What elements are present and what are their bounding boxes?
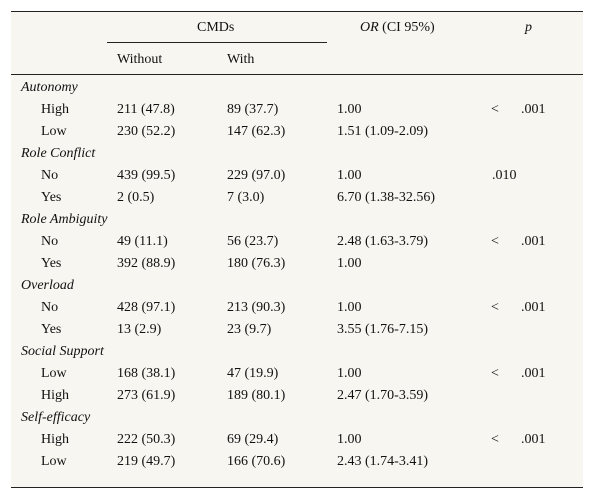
cell-with: 229 (97.0) (227, 168, 286, 183)
cell-or: 3.55 (1.76-7.15) (337, 322, 428, 337)
cell-without: 219 (49.7) (117, 454, 176, 469)
cell-without: 230 (52.2) (117, 124, 176, 139)
cell-p-value: .001 (521, 432, 546, 447)
cell-or: 1.00 (337, 102, 362, 117)
cell-p-value: .001 (521, 234, 546, 249)
cell-with: 69 (29.4) (227, 432, 279, 447)
row-label: No (41, 300, 59, 315)
cell-p-sign: < (491, 366, 499, 381)
cell-p-sign: < (491, 300, 499, 315)
cell-without: 211 (47.8) (117, 102, 175, 117)
row-label: No (41, 234, 59, 249)
cell-p-value: .010 (492, 168, 517, 183)
cell-with: 56 (23.7) (227, 234, 279, 249)
header-bottom-rule (11, 74, 583, 75)
cell-p-sign: < (491, 432, 499, 447)
row-label: No (41, 168, 59, 183)
header-p: p (525, 20, 532, 35)
cell-with: 7 (3.0) (227, 190, 265, 205)
cell-or: 1.00 (337, 300, 362, 315)
results-table: CMDs OR (CI 95%) p Without With Autonomy… (11, 11, 583, 488)
cell-or: 2.47 (1.70-3.59) (337, 388, 428, 403)
row-label: Low (41, 366, 67, 381)
section-label: Overload (21, 278, 74, 293)
cell-without: 13 (2.9) (117, 322, 162, 337)
cell-or: 6.70 (1.38-32.56) (337, 190, 435, 205)
cell-or: 1.00 (337, 432, 362, 447)
row-label: Low (41, 124, 67, 139)
cell-without: 392 (88.9) (117, 256, 176, 271)
header-or: OR (CI 95%) (360, 19, 435, 37)
cell-or: 1.00 (337, 168, 362, 183)
row-label: Yes (41, 256, 62, 271)
cell-with: 213 (90.3) (227, 300, 286, 315)
cell-without: 168 (38.1) (117, 366, 176, 381)
cell-or: 1.00 (337, 256, 362, 271)
cell-without: 49 (11.1) (117, 234, 168, 249)
cell-or: 1.00 (337, 366, 362, 381)
row-label: Yes (41, 190, 62, 205)
section-label: Autonomy (21, 80, 78, 95)
cell-without: 2 (0.5) (117, 190, 155, 205)
row-label: High (41, 432, 69, 447)
row-label: High (41, 388, 69, 403)
cell-p-value: .001 (521, 102, 546, 117)
cell-with: 89 (37.7) (227, 102, 279, 117)
cell-or: 2.48 (1.63-3.79) (337, 234, 428, 249)
cell-p-value: .001 (521, 366, 546, 381)
cell-with: 23 (9.7) (227, 322, 272, 337)
cell-p-sign: < (491, 102, 499, 117)
cell-or: 2.43 (1.74-3.41) (337, 454, 428, 469)
header-without: Without (117, 52, 163, 67)
cell-or: 1.51 (1.09-2.09) (337, 124, 428, 139)
cell-without: 222 (50.3) (117, 432, 176, 447)
cell-with: 180 (76.3) (227, 256, 286, 271)
cell-with: 189 (80.1) (227, 388, 286, 403)
section-label: Role Conflict (21, 146, 96, 161)
cmds-rule (107, 42, 327, 43)
section-label: Self-efficacy (21, 410, 91, 425)
cell-without: 439 (99.5) (117, 168, 176, 183)
cell-with: 166 (70.6) (227, 454, 286, 469)
header-or-ci: (CI 95%) (378, 20, 435, 35)
section-label: Social Support (21, 344, 104, 359)
row-label: High (41, 102, 69, 117)
section-label: Role Ambiguity (21, 212, 108, 227)
header-or-italic: OR (360, 20, 379, 35)
header-cmds: CMDs (197, 20, 235, 35)
row-label: Low (41, 454, 67, 469)
cell-without: 428 (97.1) (117, 300, 176, 315)
header-with: With (227, 52, 255, 67)
cell-p-sign: < (491, 234, 499, 249)
row-label: Yes (41, 322, 62, 337)
cell-p-value: .001 (521, 300, 546, 315)
cell-with: 147 (62.3) (227, 124, 286, 139)
cell-without: 273 (61.9) (117, 388, 176, 403)
cell-with: 47 (19.9) (227, 366, 279, 381)
